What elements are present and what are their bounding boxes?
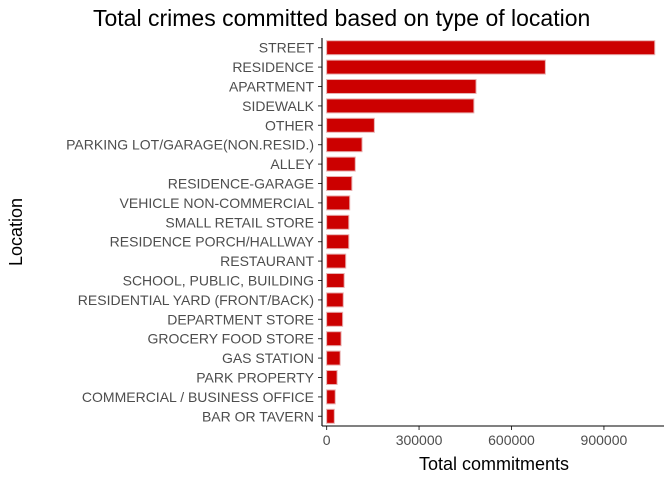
bar bbox=[326, 195, 351, 211]
category-label: OTHER bbox=[265, 117, 314, 133]
bar bbox=[326, 98, 475, 114]
bar bbox=[326, 79, 477, 94]
x-tick-label: 300000 bbox=[396, 432, 443, 448]
category-label: RESIDENCE-GARAGE bbox=[168, 176, 314, 192]
bar bbox=[326, 331, 342, 347]
category-label: RESIDENCE PORCH/HALLWAY bbox=[110, 234, 315, 250]
y-axis-title: Location bbox=[6, 198, 26, 266]
bar bbox=[326, 389, 336, 405]
category-label: STREET bbox=[259, 40, 315, 56]
bar bbox=[326, 156, 356, 172]
bars-group bbox=[326, 40, 656, 424]
bar bbox=[326, 408, 335, 424]
category-label: SIDEWALK bbox=[242, 98, 314, 114]
category-label: GAS STATION bbox=[222, 350, 314, 366]
x-axis-title: Total commitments bbox=[419, 454, 569, 474]
x-tick-label: 600000 bbox=[488, 432, 535, 448]
category-label: APARTMENT bbox=[229, 79, 314, 95]
category-label: GROCERY FOOD STORE bbox=[148, 331, 314, 347]
category-label: RESIDENTIAL YARD (FRONT/BACK) bbox=[78, 292, 314, 308]
category-label: RESTAURANT bbox=[220, 253, 314, 269]
bar bbox=[326, 253, 347, 269]
bar bbox=[326, 370, 338, 385]
category-label: SMALL RETAIL STORE bbox=[165, 214, 314, 230]
bar bbox=[326, 176, 353, 191]
x-tick-label: 0 bbox=[323, 432, 331, 448]
category-label: ALLEY bbox=[270, 156, 314, 172]
x-tick-label: 900000 bbox=[581, 432, 628, 448]
category-label: PARKING LOT/GARAGE(NON.RESID.) bbox=[66, 137, 314, 153]
bar bbox=[326, 292, 344, 308]
bar bbox=[326, 117, 375, 133]
bar bbox=[326, 234, 350, 250]
category-label: SCHOOL, PUBLIC, BUILDING bbox=[123, 273, 314, 289]
bar bbox=[326, 273, 345, 288]
category-label: BAR OR TAVERN bbox=[202, 408, 314, 424]
bar bbox=[326, 311, 344, 327]
category-label: VEHICLE NON-COMMERCIAL bbox=[120, 195, 315, 211]
category-label: PARK PROPERTY bbox=[196, 370, 314, 386]
x-axis-ticks: 0 300000 600000 900000 bbox=[323, 426, 628, 448]
bar bbox=[326, 40, 656, 56]
category-label: DEPARTMENT STORE bbox=[167, 311, 314, 327]
bar bbox=[326, 137, 363, 153]
category-labels: STREET RESIDENCE APARTMENT SIDEWALK OTHER PAR… bbox=[66, 40, 322, 424]
category-label: RESIDENCE bbox=[232, 59, 314, 75]
category-label: COMMERCIAL / BUSINESS OFFICE bbox=[82, 389, 314, 405]
bar bbox=[326, 59, 546, 75]
bar bbox=[326, 350, 341, 366]
bar bbox=[326, 214, 350, 230]
chart-title: Total crimes committed based on type of … bbox=[93, 5, 590, 31]
